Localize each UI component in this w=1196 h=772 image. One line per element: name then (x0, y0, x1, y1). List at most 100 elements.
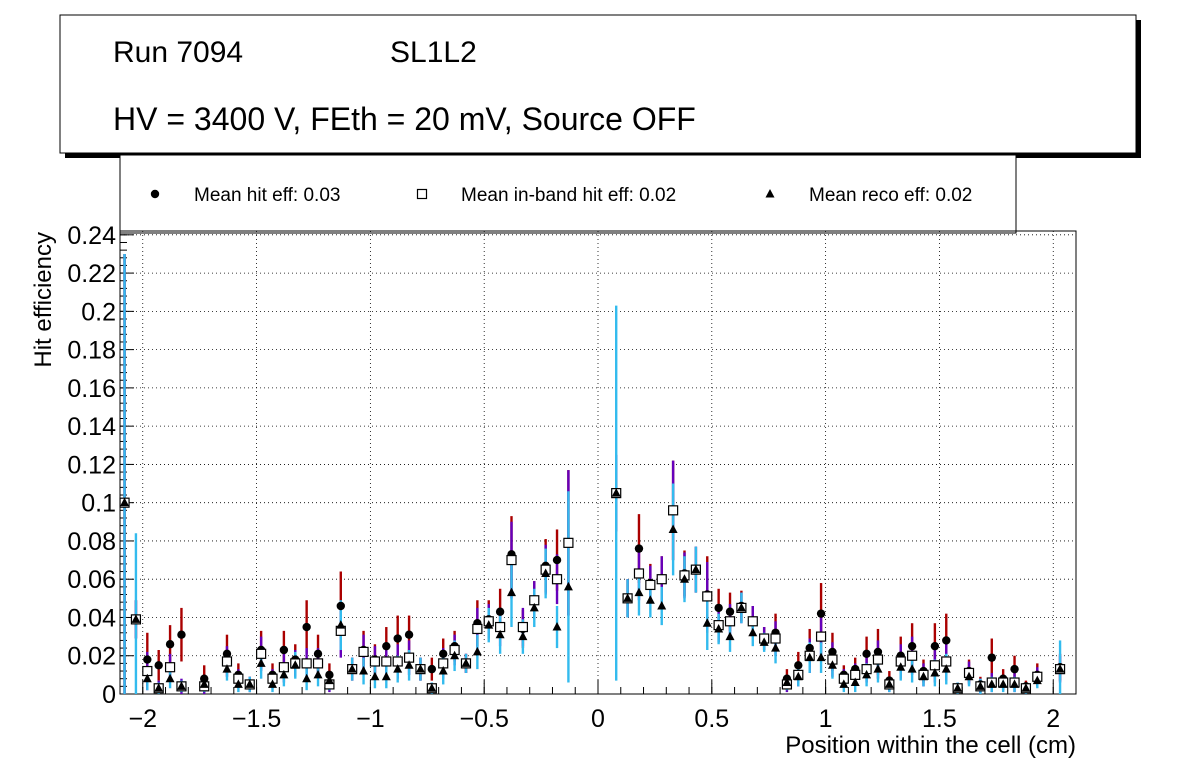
data-point-triangle (918, 671, 928, 681)
data-point-circle (325, 670, 334, 680)
data-point-triangle (541, 568, 551, 577)
data-point-circle (1010, 664, 1019, 674)
data-point-triangle (268, 679, 278, 688)
y-tick-label: 0.12 (67, 451, 116, 479)
data-point-triangle (634, 587, 644, 597)
data-point-circle (222, 649, 232, 659)
data-point-triangle (691, 564, 701, 574)
data-point-triangle (472, 646, 482, 656)
data-point-triangle (1021, 683, 1031, 692)
data-point-triangle (827, 660, 837, 669)
data-point-triangle (748, 627, 758, 637)
data-point-open-square (381, 656, 392, 667)
data-point-open-square (724, 616, 736, 627)
data-point-triangle (725, 631, 735, 641)
data-point-triangle (131, 614, 141, 623)
data-point-circle (393, 634, 402, 643)
y-tick-label: 0 (102, 681, 116, 709)
y-tick-label: 0.22 (67, 260, 116, 288)
data-point-circle (143, 655, 152, 664)
data-point-triangle (233, 679, 243, 688)
conditions-label: HV = 3400 V, FEth = 20 mV, Source OFF (113, 101, 696, 137)
data-point-circle (805, 643, 814, 653)
y-tick-label: 0.02 (67, 643, 116, 671)
data-point-circle (279, 645, 289, 655)
x-tick-label: 0 (591, 705, 605, 733)
data-point-triangle (611, 488, 621, 497)
y-tick-label: 0.06 (67, 566, 116, 594)
axis-ticks: −2 −1.5 −1 −0.5 0 0.5 1 1.5 2 0 0.02 0.04 0.06 0.08 0.… (67, 222, 1060, 733)
data-point-triangle (1055, 664, 1065, 673)
data-point-circle (816, 609, 826, 618)
data-point-open-square (563, 537, 574, 548)
data-point-triangle (302, 673, 312, 683)
data-point-circle (177, 630, 186, 639)
data-point-open-square (551, 574, 563, 585)
data-point-open-square (472, 623, 483, 635)
data-point-triangle (668, 524, 678, 533)
data-point-open-square (256, 648, 267, 659)
data-point-triangle (359, 666, 369, 675)
data-point-circle (987, 653, 996, 662)
data-point-triangle (816, 652, 826, 662)
data-point-triangle (793, 671, 803, 681)
run-label: Run 7094 (113, 36, 243, 69)
data-point-triangle (771, 643, 781, 652)
data-point-open-square (747, 616, 758, 627)
data-point-circle (862, 649, 871, 659)
data-point-triangle (256, 658, 266, 667)
data-point-triangle (873, 664, 883, 673)
data-point-triangle (953, 683, 963, 692)
data-point-open-square (633, 568, 645, 579)
data-point-triangle (495, 629, 505, 639)
legend-label: Mean hit eff: 0.03 (194, 185, 340, 206)
data-point-circle (302, 622, 311, 632)
data-point-circle (382, 641, 391, 651)
x-tick-label: 1 (819, 705, 833, 733)
data-point-triangle (552, 622, 562, 631)
data-point-triangle (347, 664, 357, 673)
data-point-triangle (450, 650, 460, 660)
data-point-triangle (313, 669, 323, 679)
data-point-triangle (370, 671, 380, 681)
data-point-circle (427, 664, 437, 674)
data-point-triangle (222, 664, 232, 673)
legend-marker-circle (150, 189, 160, 199)
data-point-triangle (154, 683, 164, 692)
data-point-triangle (862, 669, 872, 679)
data-point-circle (336, 601, 345, 611)
data-point-circle (725, 607, 735, 616)
data-point-triangle (381, 671, 391, 681)
data-point-triangle (941, 664, 951, 673)
y-axis-label: Hit efficiency (30, 232, 57, 368)
data-point-open-square (668, 505, 679, 516)
x-tick-label: 1.5 (922, 705, 957, 733)
x-tick-label: −2 (129, 705, 158, 733)
x-tick-label: −0.5 (460, 705, 509, 733)
data-point-open-square (645, 579, 656, 591)
data-point-triangle (245, 679, 255, 688)
legend-marker-triangle (765, 189, 775, 198)
legend-label: Mean reco eff: 0.02 (809, 185, 972, 206)
data-point-circle (794, 661, 803, 670)
data-point-circle (873, 647, 883, 657)
y-tick-label: 0.18 (67, 337, 116, 365)
x-axis-label: Position within the cell (cm) (785, 732, 1076, 759)
markers-triangle (120, 488, 1065, 692)
data-point-open-square (506, 554, 517, 566)
data-point-triangle (176, 681, 186, 690)
data-point-triangle (964, 671, 974, 681)
data-point-open-square (164, 662, 176, 673)
data-point-open-square (517, 621, 528, 633)
data-point-triangle (759, 637, 769, 646)
data-point-triangle (850, 677, 860, 687)
x-tick-label: −1 (356, 705, 385, 733)
legend: Mean hit eff: 0.03 Mean in-band hit eff: … (119, 154, 1017, 234)
data-point-triangle (623, 593, 633, 602)
chamber-label: SL1L2 (390, 36, 477, 69)
data-point-triangle (702, 618, 712, 627)
data-point-circle (714, 603, 723, 613)
data-point-circle (828, 647, 837, 657)
data-point-triangle (645, 595, 655, 604)
